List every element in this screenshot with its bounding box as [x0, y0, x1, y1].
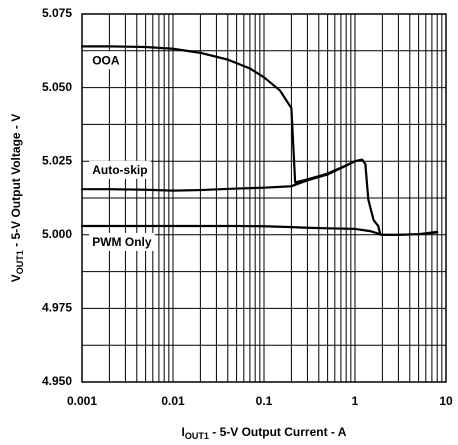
x-tick-label: 0.1 [256, 394, 273, 408]
annotation-background [89, 232, 155, 251]
plot-frame [81, 13, 447, 383]
y-axis-title-main: V [9, 274, 23, 282]
x-axis-title-main: I [182, 425, 185, 439]
x-tick-label: 1 [352, 394, 359, 408]
x-tick-label: 0.001 [67, 394, 97, 408]
y-tick-labels: 4.950 4.975 5.000 5.025 5.050 5.075 [42, 6, 72, 388]
x-tick-label: 10 [439, 394, 453, 408]
y-axis-title: VOUT1 - 5-V Output Voltage - V [9, 114, 25, 282]
series-line-pwm-only [80, 224, 439, 236]
grid [81, 14, 446, 382]
x-axis-title-sub: OUT1 [185, 431, 209, 441]
series-group [80, 45, 439, 236]
y-tick-label: 5.075 [42, 6, 72, 20]
y-tick-label: 5.000 [42, 227, 72, 241]
annotation-background [89, 51, 123, 70]
annotation-label: Auto-skip [92, 163, 147, 177]
annotation-group: OOA Auto-skip PWM Only [89, 51, 155, 251]
x-axis-title: IOUT1 - 5-V Output Current - A [182, 425, 347, 441]
x-tick-label: 0.01 [161, 394, 185, 408]
annotation-background [89, 160, 151, 179]
y-tick-label: 4.950 [42, 374, 72, 388]
annotation-label: PWM Only [92, 235, 152, 249]
x-axis-title-rest: - 5-V Output Current - A [209, 425, 347, 439]
y-axis-title-rest: - 5-V Output Voltage - V [9, 114, 23, 250]
y-tick-label: 5.025 [42, 153, 72, 167]
x-tick-labels: 0.001 0.01 0.1 1 10 [67, 394, 453, 408]
y-tick-label: 4.975 [42, 301, 72, 315]
y-axis-title-sub: OUT1 [15, 250, 25, 274]
y-tick-label: 5.050 [42, 80, 72, 94]
annotation-label: OOA [92, 53, 120, 67]
